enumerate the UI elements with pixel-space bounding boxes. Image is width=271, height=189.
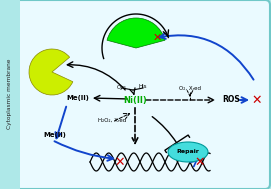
Text: O₂, Xᵣed: O₂, Xᵣed xyxy=(179,85,201,91)
Wedge shape xyxy=(29,49,73,95)
Text: Me(II): Me(II) xyxy=(67,95,89,101)
Text: ✕: ✕ xyxy=(195,156,205,169)
Text: ✕: ✕ xyxy=(252,94,262,106)
Text: Repair: Repair xyxy=(177,149,199,154)
Text: Cys: Cys xyxy=(117,84,127,90)
Text: ROS: ROS xyxy=(222,95,240,105)
Text: ✕: ✕ xyxy=(115,156,125,169)
Text: H₂O₂, Xᵣed: H₂O₂, Xᵣed xyxy=(98,118,126,122)
Text: Me(II): Me(II) xyxy=(44,132,66,138)
Text: ✕: ✕ xyxy=(152,33,162,43)
Wedge shape xyxy=(107,18,165,48)
Bar xyxy=(0,0,20,189)
Text: His: His xyxy=(139,84,147,90)
Text: Ni(II): Ni(II) xyxy=(123,95,147,105)
Text: Cytoplasmic membrane: Cytoplasmic membrane xyxy=(8,59,12,129)
FancyBboxPatch shape xyxy=(15,0,270,189)
Ellipse shape xyxy=(168,142,208,162)
